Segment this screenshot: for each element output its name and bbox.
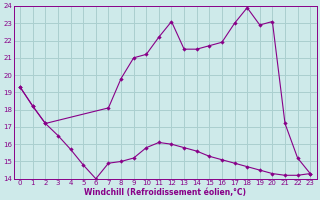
X-axis label: Windchill (Refroidissement éolien,°C): Windchill (Refroidissement éolien,°C): [84, 188, 246, 197]
